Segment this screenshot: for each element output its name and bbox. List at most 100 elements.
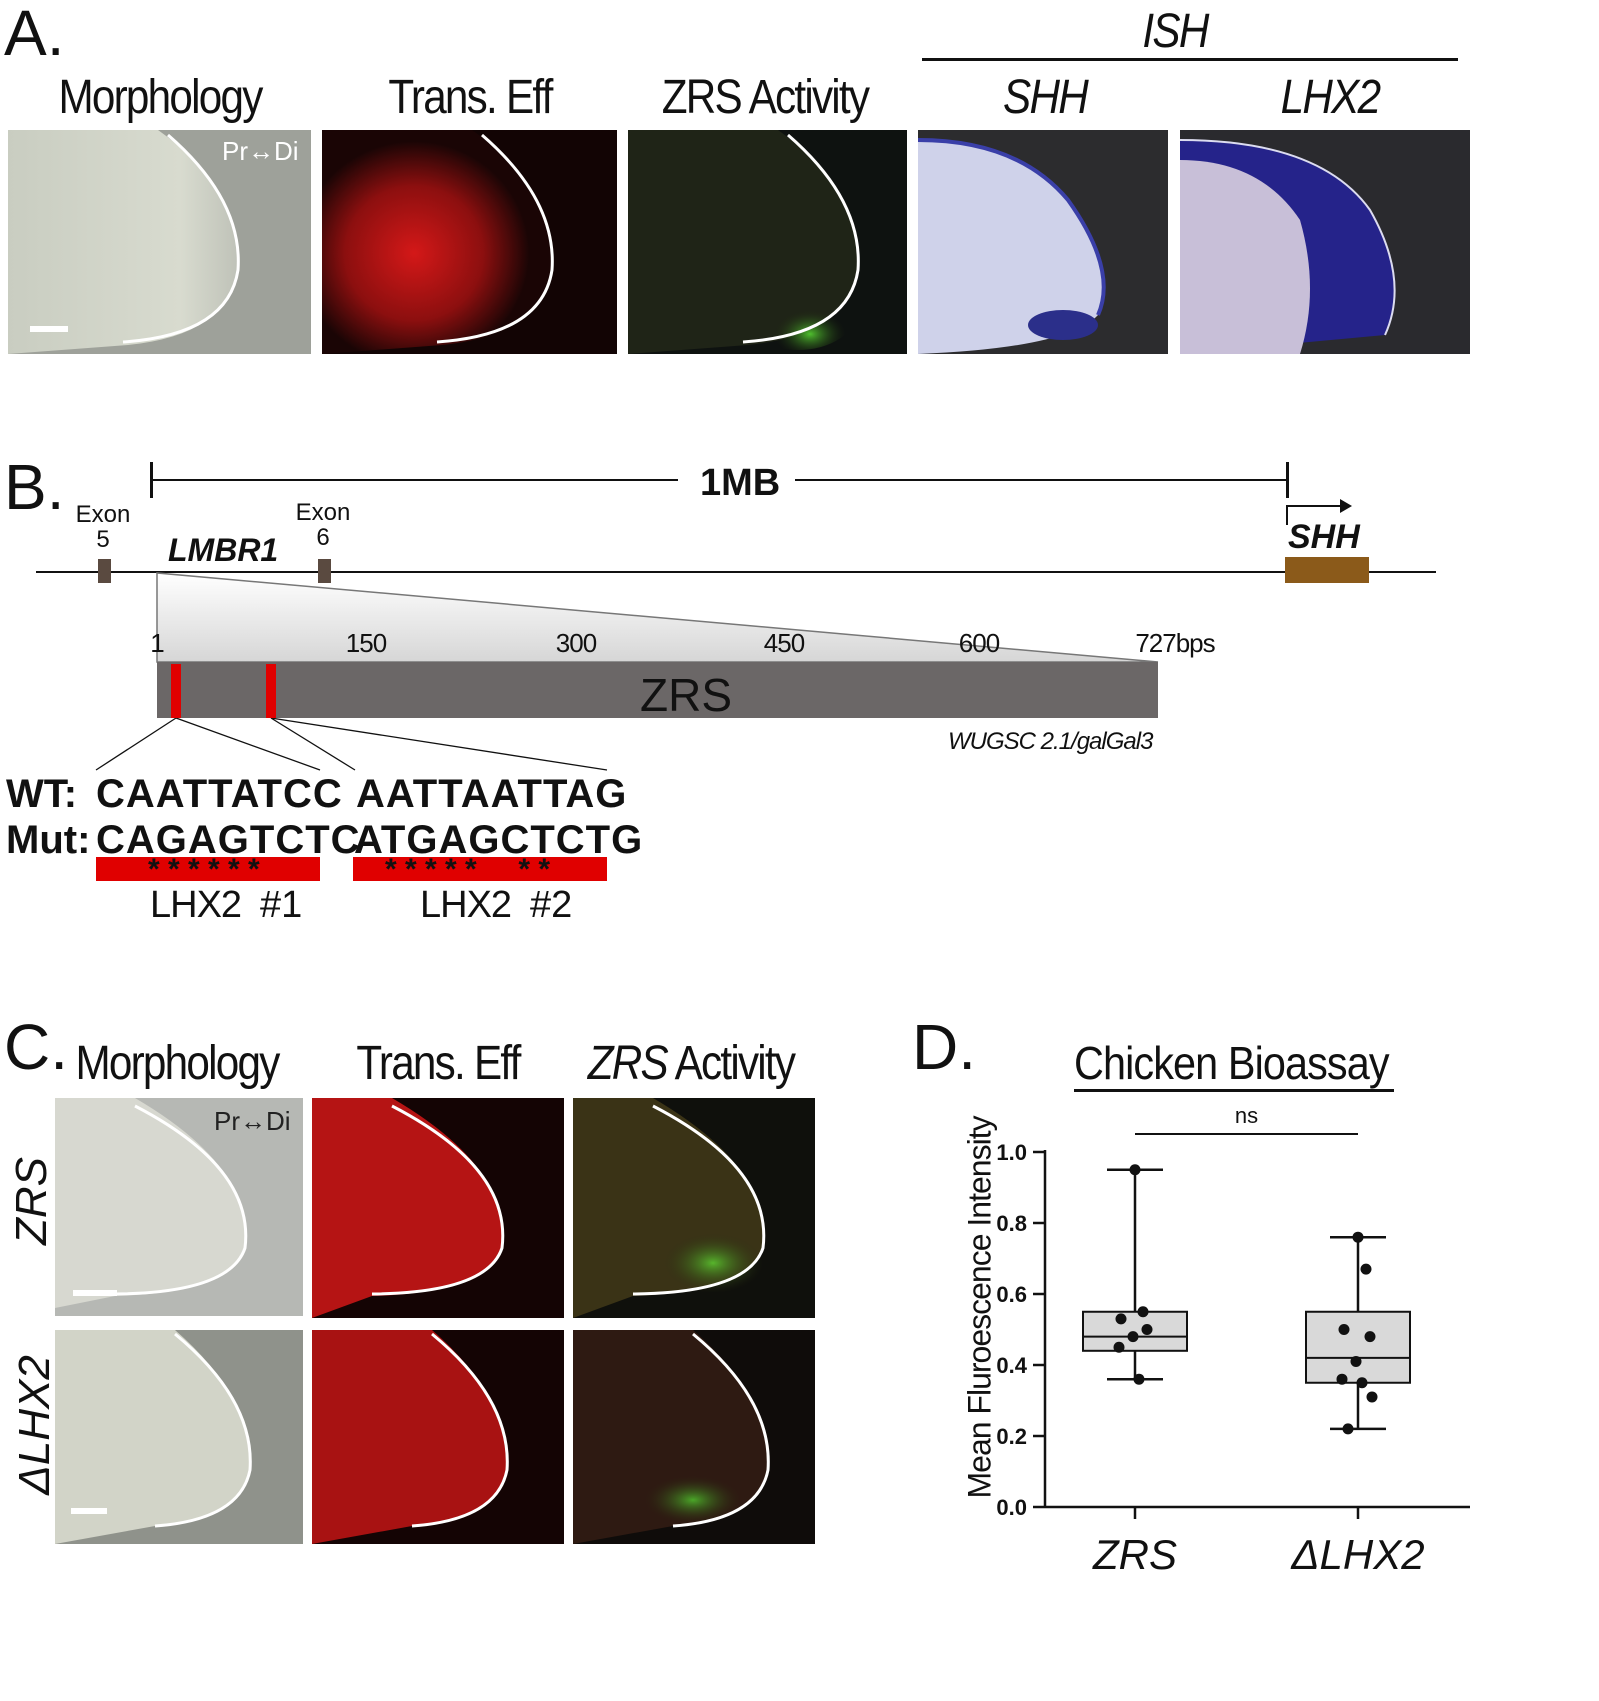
data-point: [1360, 1263, 1372, 1275]
scale-bar-line-left: [150, 479, 678, 481]
data-point: [1352, 1231, 1364, 1243]
zrs-bar-label: ZRS: [640, 669, 732, 721]
genome-assembly-label: WUGSC 2.1/galGal3: [948, 728, 1153, 755]
y-tick-label: 0.4: [996, 1353, 1027, 1378]
site-2-wt-sequence: AATTAATTAG: [356, 772, 628, 816]
panel-a-lhx2-ish-image: [1180, 130, 1470, 354]
chart-title-underline: [1074, 1089, 1394, 1092]
zrs-tick-150: 150: [345, 628, 387, 658]
y-axis-label: Mean Fluroescence Intensity: [961, 1116, 998, 1499]
data-point: [1336, 1373, 1348, 1385]
panel-a-title-trans-eff: Trans. Eff: [388, 71, 553, 124]
exon-5-number: 5: [96, 526, 110, 553]
exon-5-label: Exon 5: [68, 502, 138, 552]
gene-lmbr1-label: LMBR1: [168, 532, 279, 568]
exon-5-word: Exon: [75, 501, 131, 528]
site-1-mutation-bar: * * * * * *: [96, 853, 320, 886]
panel-a-title-morphology: Morphology: [58, 71, 263, 124]
site-2-number: #2: [530, 884, 573, 926]
site-1-wt-sequence: CAATTATCC: [96, 772, 343, 816]
site-1-name: LHX2: [150, 884, 242, 926]
panel-c-title-activity: Activity: [666, 1037, 796, 1090]
data-point: [1350, 1355, 1362, 1367]
panel-a-title-lhx2: LHX2: [1280, 71, 1381, 124]
scale-bar-label: 1MB: [700, 462, 781, 504]
panel-d-letter: D.: [912, 1011, 976, 1083]
data-point: [1129, 1164, 1141, 1176]
data-point: [1115, 1313, 1127, 1325]
exon-6-word: Exon: [295, 499, 351, 526]
panel-a-title-zrs-activity: ZRS Activity: [661, 71, 870, 124]
panel-c-title-trans-eff: Trans. Eff: [356, 1037, 521, 1090]
significance-label: ns: [1235, 1103, 1258, 1128]
site-1-mut-sequence: CAGAGTCTC: [96, 818, 361, 862]
gene-shh-label: SHH: [1288, 518, 1360, 556]
shh-exon-box: [1285, 557, 1369, 583]
data-point: [1356, 1377, 1368, 1389]
scale-bar-line-right: [795, 479, 1288, 481]
data-point: [1113, 1341, 1125, 1353]
panel-a-zrs-activity-image: [628, 130, 907, 354]
lhx2-site-1-marker: [171, 664, 181, 718]
exon-6-number: 6: [316, 524, 330, 551]
chromosome-line: [36, 571, 1436, 573]
data-point: [1364, 1331, 1376, 1343]
panel-c-title-zrs-italic: ZRS: [587, 1037, 669, 1090]
shh-tss-vertical: [1286, 505, 1288, 525]
y-tick-label: 0.2: [996, 1424, 1027, 1449]
box: [1082, 1310, 1188, 1352]
shh-tss-arrow-line: [1286, 505, 1342, 507]
x-category-label: ΔLHX2: [1290, 1531, 1424, 1578]
panel-a-morphology-image: [8, 130, 311, 354]
chart-title: Chicken Bioassay: [1074, 1037, 1390, 1089]
data-point: [1342, 1423, 1354, 1435]
panel-c-zrs-trans-eff-image: [312, 1098, 564, 1318]
panel-b-letter: B.: [4, 451, 65, 523]
lhx2-site-2-marker: [266, 664, 276, 718]
panel-c-row-label-zrs: ZRS: [7, 1157, 56, 1245]
exon-6-label: Exon 6: [288, 500, 358, 550]
box: [1305, 1310, 1411, 1384]
panel-a-letter: A.: [4, 0, 65, 69]
panel-c-dlhx2-trans-eff-image: [312, 1330, 564, 1544]
site-2-mut-sequence: ATGAGCTCTG: [354, 818, 644, 862]
zrs-tick-727: 727bps: [1135, 628, 1215, 658]
ish-bracket-line: [922, 58, 1458, 61]
panel-a-ish-label: ISH: [1142, 5, 1209, 58]
y-tick-label: 1.0: [996, 1140, 1027, 1165]
exon-6-box: [318, 559, 331, 583]
y-tick-label: 0.8: [996, 1211, 1027, 1236]
panel-c-row-label-dlhx2: ΔLHX2: [10, 1355, 59, 1495]
panel-c-dlhx2-activity-image: [573, 1330, 815, 1544]
exon-5-box: [98, 559, 111, 583]
panel-a-orientation-label: Pr↔Di: [222, 136, 299, 166]
site-2-name: LHX2: [420, 884, 512, 926]
shh-tss-arrowhead: [1340, 499, 1352, 513]
y-tick-label: 0.6: [996, 1282, 1027, 1307]
panel-c-zrs-activity-image: [573, 1098, 815, 1318]
site-1-mutation-stars: * * * * * *: [148, 853, 260, 886]
panel-c-letter: C.: [4, 1011, 68, 1083]
panel-c-title-morphology: Morphology: [75, 1037, 280, 1090]
panel-c-zrs-morphology-image: [55, 1098, 303, 1316]
site-2-mutation-stars: * * * * * * *: [385, 853, 551, 886]
y-tick-label: 0.0: [996, 1495, 1027, 1520]
zrs-tick-1: 1: [150, 628, 165, 658]
zrs-tick-600: 600: [958, 628, 1000, 658]
panel-c-title-zrs-activity: ZRS Activity: [581, 1036, 801, 1091]
data-point: [1137, 1306, 1149, 1318]
data-point: [1127, 1331, 1139, 1343]
data-point: [1133, 1373, 1145, 1385]
panel-c-orientation-label: Pr↔Di: [214, 1106, 291, 1136]
x-category-label: ZRS: [1092, 1531, 1177, 1578]
panel-c-dlhx2-morphology-image: [55, 1330, 303, 1544]
data-point: [1338, 1324, 1350, 1335]
site-1-number: #1: [260, 884, 303, 926]
panel-a-trans-eff-image: [322, 130, 617, 354]
wt-label: WT:: [6, 772, 78, 816]
site-2-mutation-bar: * * * * * * *: [353, 853, 607, 886]
mut-label: Mut:: [6, 818, 91, 862]
zrs-tick-450: 450: [763, 628, 805, 658]
scale-bar-right-tick: [1286, 462, 1289, 498]
data-point: [1366, 1391, 1378, 1403]
